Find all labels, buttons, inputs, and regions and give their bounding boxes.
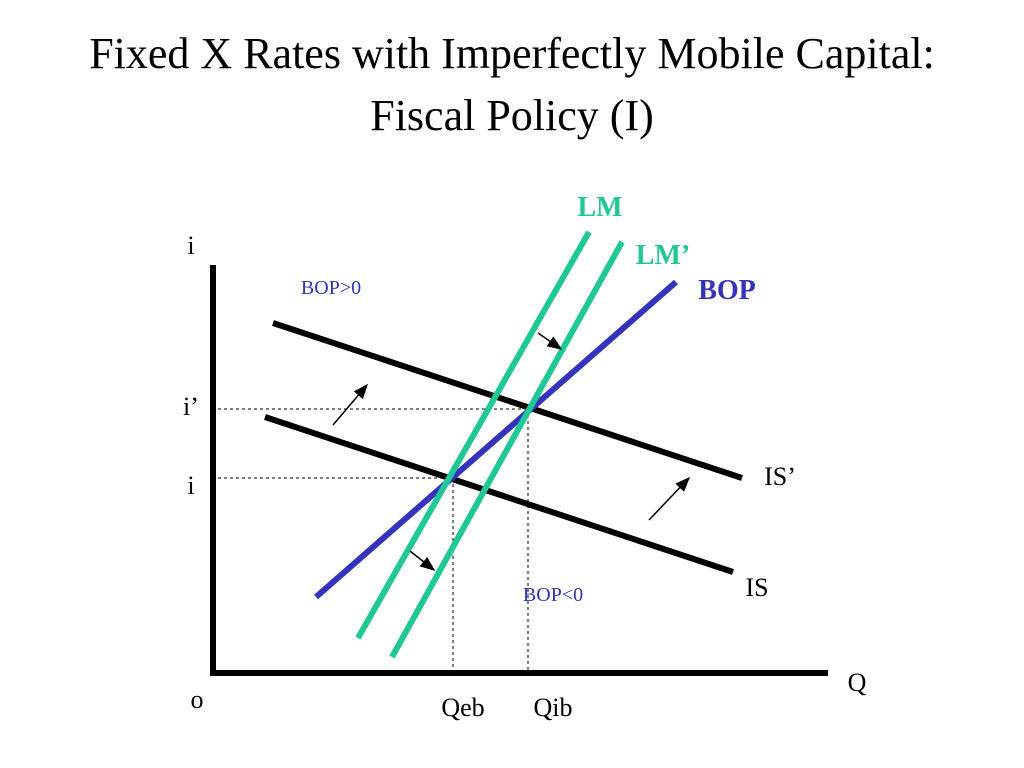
shift-arrows: [332, 332, 691, 571]
lm-prime-label: LM’: [636, 240, 690, 271]
lm-label: LM: [577, 192, 622, 223]
axes: [210, 265, 828, 676]
x-axis-label: Q: [848, 668, 867, 697]
curves: [264, 230, 743, 659]
level-label: i: [187, 471, 194, 500]
output-label: Qeb: [441, 693, 484, 722]
y-axis-label: i: [187, 231, 194, 260]
region-label: BOP<0: [523, 584, 583, 606]
bop-label: BOP: [698, 275, 756, 306]
output-label: Qib: [534, 693, 573, 722]
origin-label: o: [191, 685, 204, 714]
is-prime-label: IS’: [764, 462, 796, 491]
region-label: BOP>0: [301, 277, 361, 299]
title: Fiscal Policy (I): [370, 91, 654, 140]
guide-lines: [218, 408, 529, 670]
is-label: IS: [745, 573, 768, 602]
level-label: i’: [183, 392, 199, 421]
title: Fixed X Rates with Imperfectly Mobile Ca…: [89, 29, 935, 78]
